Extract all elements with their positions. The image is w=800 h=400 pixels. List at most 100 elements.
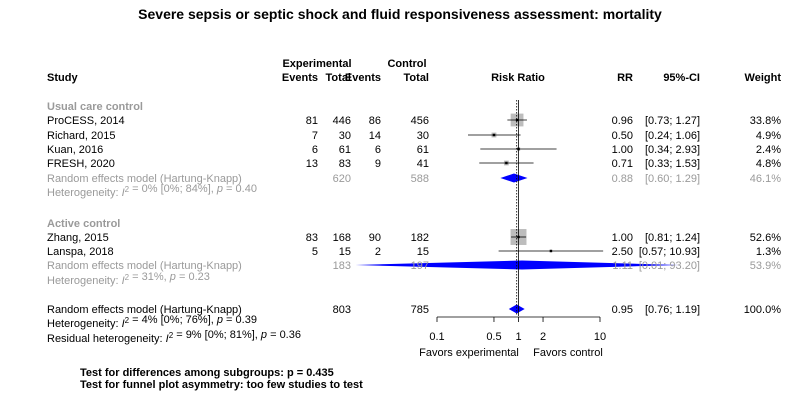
x-tick-label: 1 bbox=[515, 331, 521, 343]
subgroup-rr: 1.11 bbox=[612, 260, 633, 272]
header-weight: Weight bbox=[745, 72, 782, 84]
ctrl-total: 30 bbox=[417, 130, 429, 142]
exp-events: 5 bbox=[312, 246, 318, 258]
header-ctrl-total: Total bbox=[404, 72, 429, 84]
subgroup-ci: [0.01; 93.20] bbox=[639, 260, 700, 272]
subgroup-rr: 0.88 bbox=[612, 173, 633, 185]
header-exp-events: Events bbox=[282, 72, 318, 84]
ctrl-events: 14 bbox=[369, 130, 381, 142]
header-control: Control bbox=[387, 58, 426, 70]
subgroup-heterogeneity: Heterogeneity: I2 = 0% [0%; 84%], p = 0.… bbox=[47, 183, 257, 199]
exp-total: 446 bbox=[333, 115, 351, 127]
subgroup-label: Usual care control bbox=[47, 101, 143, 113]
rr-value: 0.50 bbox=[612, 130, 633, 142]
header-rr: RR bbox=[617, 72, 633, 84]
ci-value: [0.73; 1.27] bbox=[645, 115, 700, 127]
rr-value: 1.00 bbox=[612, 144, 633, 156]
header-ctrl-events: Events bbox=[345, 72, 381, 84]
ctrl-total: 182 bbox=[411, 232, 429, 244]
exp-total: 61 bbox=[339, 144, 351, 156]
exp-events: 7 bbox=[312, 130, 318, 142]
ctrl-events: 9 bbox=[375, 158, 381, 170]
ctrl-events: 86 bbox=[369, 115, 381, 127]
ctrl-events: 6 bbox=[375, 144, 381, 156]
weight-value: 52.6% bbox=[750, 232, 781, 244]
overall-rr: 0.95 bbox=[612, 304, 633, 316]
exp-events: 13 bbox=[306, 158, 318, 170]
overall-exp-total: 803 bbox=[333, 304, 351, 316]
exp-events: 6 bbox=[312, 144, 318, 156]
point-estimate bbox=[549, 249, 553, 253]
subgroup-ctrl-total: 197 bbox=[411, 260, 429, 272]
weight-value: 33.8% bbox=[750, 115, 781, 127]
subgroup-exp-total: 620 bbox=[333, 173, 351, 185]
subgroup-weight: 46.1% bbox=[750, 173, 781, 185]
rr-value: 1.00 bbox=[612, 232, 633, 244]
weight-value: 4.8% bbox=[756, 158, 781, 170]
ctrl-total: 456 bbox=[411, 115, 429, 127]
header-exp-total: Total bbox=[326, 72, 351, 84]
subgroup-diamond bbox=[355, 260, 680, 270]
ctrl-total: 15 bbox=[417, 246, 429, 258]
x-tick-label: 10 bbox=[594, 331, 606, 343]
weight-value: 1.3% bbox=[756, 246, 781, 258]
subgroup-ctrl-total: 588 bbox=[411, 173, 429, 185]
rr-value: 2.50 bbox=[612, 246, 633, 258]
study-name: Lanspa, 2018 bbox=[47, 246, 114, 258]
exp-events: 83 bbox=[306, 232, 318, 244]
header-study: Study bbox=[47, 72, 78, 84]
exp-total: 83 bbox=[339, 158, 351, 170]
exp-total: 168 bbox=[333, 232, 351, 244]
header-risk-ratio: Risk Ratio bbox=[491, 72, 545, 84]
favors-control: Favors control bbox=[533, 347, 603, 359]
subgroup-heterogeneity: Heterogeneity: I2 = 31%, p = 0.23 bbox=[47, 271, 210, 287]
overall-diamond bbox=[508, 304, 525, 314]
x-tick-label: 0.1 bbox=[429, 331, 444, 343]
exp-total: 30 bbox=[339, 130, 351, 142]
overall-ci: [0.76; 1.19] bbox=[645, 304, 700, 316]
weight-value: 4.9% bbox=[756, 130, 781, 142]
x-tick-label: 0.5 bbox=[486, 331, 501, 343]
test-subgroup-differences: Test for differences among subgroups: p … bbox=[80, 367, 334, 379]
ctrl-total: 41 bbox=[417, 158, 429, 170]
test-funnel-asymmetry: Test for funnel plot asymmetry: too few … bbox=[80, 379, 363, 391]
ci-value: [0.24; 1.06] bbox=[645, 130, 700, 142]
subgroup-pooled-label: Random effects model (Hartung-Knapp) bbox=[47, 260, 242, 272]
rr-value: 0.96 bbox=[612, 115, 633, 127]
chart-title: Severe sepsis or septic shock and fluid … bbox=[138, 6, 662, 22]
overall-weight: 100.0% bbox=[744, 304, 782, 316]
study-name: FRESH, 2020 bbox=[47, 158, 115, 170]
weight-value: 2.4% bbox=[756, 144, 781, 156]
x-tick-label: 2 bbox=[540, 331, 546, 343]
ci-value: [0.81; 1.24] bbox=[645, 232, 700, 244]
header-experimental: Experimental bbox=[282, 58, 351, 70]
point-estimate bbox=[505, 161, 508, 165]
point-estimate bbox=[492, 133, 496, 137]
subgroup-ci: [0.60; 1.29] bbox=[645, 173, 700, 185]
exp-events: 81 bbox=[306, 115, 318, 127]
ctrl-total: 61 bbox=[417, 144, 429, 156]
overall-ctrl-total: 785 bbox=[411, 304, 429, 316]
subgroup-exp-total: 183 bbox=[333, 260, 351, 272]
rr-value: 0.71 bbox=[612, 158, 633, 170]
overall-heterogeneity: Heterogeneity: I2 = 4% [0%; 76%], p = 0.… bbox=[47, 314, 257, 330]
subgroup-weight: 53.9% bbox=[750, 260, 781, 272]
study-name: Kuan, 2016 bbox=[47, 144, 103, 156]
exp-total: 15 bbox=[339, 246, 351, 258]
subgroup-pooled-label: Random effects model (Hartung-Knapp) bbox=[47, 173, 242, 185]
favors-experimental: Favors experimental bbox=[419, 347, 519, 359]
ctrl-events: 90 bbox=[369, 232, 381, 244]
ci-value: [0.57; 10.93] bbox=[639, 246, 700, 258]
overall-label: Random effects model (Hartung-Knapp) bbox=[47, 304, 242, 316]
ci-value: [0.34; 2.93] bbox=[645, 144, 700, 156]
ci-value: [0.33; 1.53] bbox=[645, 158, 700, 170]
subgroup-diamond bbox=[500, 173, 528, 183]
study-name: Richard, 2015 bbox=[47, 130, 116, 142]
subgroup-label: Active control bbox=[47, 218, 120, 230]
study-name: Zhang, 2015 bbox=[47, 232, 109, 244]
header-ci: 95%-CI bbox=[663, 72, 700, 84]
point-estimate bbox=[515, 118, 519, 122]
residual-heterogeneity: Residual heterogeneity: I2 = 9% [0%; 81%… bbox=[47, 329, 301, 345]
